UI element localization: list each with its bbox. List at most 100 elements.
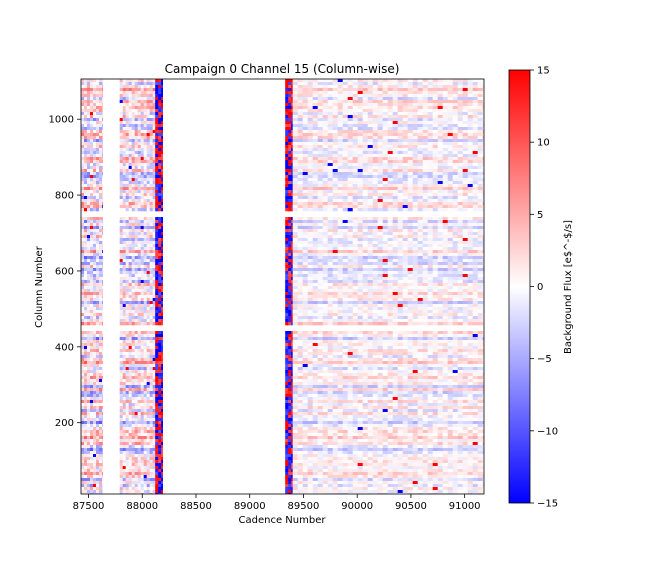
heatmap-cell [99,415,103,419]
heatmap-cell [297,160,303,164]
heatmap-cell [140,349,144,353]
heatmap-cell [317,247,323,251]
heatmap-cell [158,91,162,95]
heatmap-cell [122,415,126,419]
heatmap-cell [84,178,88,182]
heatmap-cell [137,259,141,263]
heatmap-cell [332,103,338,107]
heatmap-cell [128,421,132,425]
heatmap-cell [134,118,138,122]
heatmap-cell [292,235,298,239]
heatmap-segment [81,79,103,494]
heatmap-cell [317,103,323,107]
heatmap-cell [146,145,150,149]
heatmap-cell [122,97,126,101]
heatmap-cell [96,238,100,242]
heatmap-cell [285,112,289,116]
heatmap-cell [87,274,91,278]
heatmap-cell [307,307,313,311]
heatmap-cell [146,439,150,443]
heatmap-cell [327,415,333,419]
heatmap-cell [297,250,303,254]
heatmap-cell [149,370,153,374]
heatmap-cell [322,259,328,263]
heatmap-cell [337,238,343,242]
heatmap-cell [146,235,150,239]
heatmap-cell [307,472,313,476]
heatmap-cell [131,205,135,209]
heatmap-cell [291,238,293,242]
heatmap-cell [84,298,88,302]
heatmap-cell [291,109,293,113]
heatmap-cell [302,454,308,458]
heatmap-cell [332,151,338,155]
heatmap-cell [155,235,159,239]
heatmap-cell [312,94,318,98]
heatmap-cell [158,463,162,467]
heatmap-cell [146,436,150,440]
heatmap-cell [146,163,150,167]
heatmap-cell [90,343,94,347]
heatmap-cell [337,412,343,416]
heatmap-cell [312,223,318,227]
heatmap-cell [84,430,88,434]
heatmap-cell [140,262,144,266]
heatmap-cell [149,448,153,452]
heatmap-cell [307,172,313,176]
heatmap-cell [93,286,97,290]
heatmap-cell [327,418,333,422]
heatmap-cell [96,481,100,485]
heatmap-cell [119,142,123,146]
heatmap-cell [140,400,144,404]
heatmap-cell [119,478,123,482]
heatmap-cell [297,322,303,326]
heatmap-cell [317,439,323,443]
heatmap-cell [158,331,162,335]
heatmap-cell [285,466,289,470]
heatmap-cell [155,103,159,107]
heatmap-cell [322,418,328,422]
heatmap-cell [99,196,103,200]
heatmap-cell [84,439,88,443]
heatmap-cell [292,478,298,482]
heatmap-cell [307,262,313,266]
heatmap-cell [146,358,150,362]
heatmap-cell [140,283,144,287]
heatmap-cell [297,487,303,491]
heatmap-cell [81,100,85,104]
heatmap-cell [312,454,318,458]
heatmap-cell [312,172,318,176]
heatmap-cell [122,298,126,302]
heatmap-cell [134,400,138,404]
heatmap-cell [288,151,292,155]
heatmap-cell [152,337,156,341]
heatmap-cell [317,361,323,365]
heatmap-cell [131,130,135,134]
heatmap-cell [87,175,91,179]
heatmap-cell [87,439,91,443]
heatmap-cell [99,439,103,443]
heatmap-cell [307,319,313,323]
heatmap-cell [93,178,97,182]
heatmap-cell [84,133,88,137]
heatmap-cell [131,412,135,416]
heatmap-cell [337,241,343,245]
heatmap-cell [158,172,162,176]
heatmap-cell [87,193,91,197]
heatmap-cell [143,385,147,389]
heatmap-cell [96,88,100,92]
heatmap-cell [155,223,159,227]
heatmap-cell [322,127,328,131]
heatmap-cell [285,94,289,98]
heatmap-cell [119,319,123,323]
heatmap-cell [140,493,144,494]
heatmap-cell [297,409,303,413]
heatmap-cell [337,394,343,398]
heatmap-cell [332,352,338,356]
heatmap-cell [158,346,162,350]
heatmap-cell [81,193,85,197]
heatmap-cell [143,181,147,185]
heatmap-cell [158,403,162,407]
heatmap-cell [302,316,308,320]
heatmap-cell [81,115,85,119]
